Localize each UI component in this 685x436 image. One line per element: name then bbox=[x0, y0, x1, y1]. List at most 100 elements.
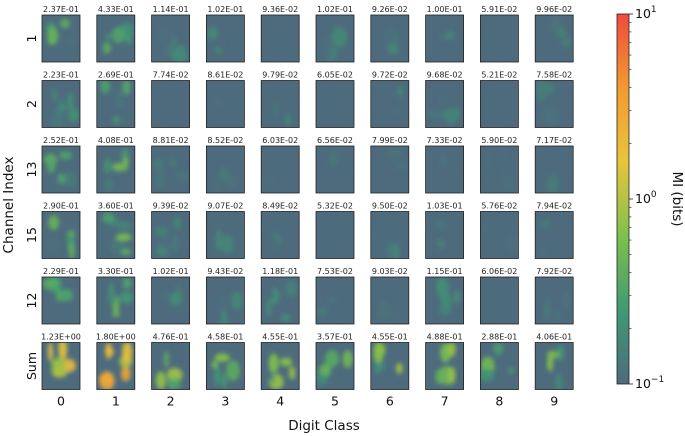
heatmap-cell bbox=[151, 342, 191, 390]
heatmap-cell bbox=[315, 342, 355, 390]
cell-value-label: 2.90E-01 bbox=[43, 202, 79, 211]
cell-value-label: 6.05E-02 bbox=[317, 71, 353, 80]
heatmap-cell bbox=[205, 342, 245, 390]
heatmap-cell bbox=[479, 14, 519, 63]
heatmap-cell bbox=[479, 211, 519, 259]
colorbar-tick-label: 10−1 bbox=[635, 375, 664, 391]
cell-value-label: 4.33E-01 bbox=[98, 5, 134, 14]
cell-value-label: 4.08E-01 bbox=[98, 136, 134, 145]
heatmap-cell bbox=[205, 80, 245, 128]
column-tick-label: 7 bbox=[441, 394, 449, 409]
colorbar-gradient bbox=[616, 13, 630, 385]
colorbar-label: MI (bits) bbox=[669, 171, 685, 226]
heatmap-cell bbox=[96, 276, 136, 325]
heatmap-cell bbox=[315, 276, 355, 325]
cell-value-label: 4.55E-01 bbox=[372, 333, 408, 342]
cell-value-label: 7.99E-02 bbox=[372, 136, 408, 145]
cell-value-label: 2.69E-01 bbox=[98, 71, 134, 80]
cell-value-label: 1.02E-01 bbox=[317, 5, 353, 14]
cell-value-label: 3.57E-01 bbox=[317, 333, 353, 342]
column-tick-label: 2 bbox=[167, 394, 175, 409]
heatmap-cell bbox=[260, 342, 300, 390]
colorbar: 101 100 10−1 MI (bits) bbox=[616, 5, 685, 391]
cell-value-label: 5.91E-02 bbox=[481, 5, 517, 14]
cell-value-label: 5.76E-02 bbox=[481, 202, 517, 211]
cell-value-label: 9.26E-02 bbox=[372, 5, 408, 14]
heatmap-cell bbox=[315, 145, 355, 194]
cell-value-label: 4.55E-01 bbox=[262, 333, 298, 342]
cell-value-label: 9.36E-02 bbox=[262, 5, 298, 14]
heatmap-cell bbox=[96, 145, 136, 194]
heatmap-cell bbox=[425, 14, 465, 63]
cell-value-label: 9.39E-02 bbox=[153, 202, 189, 211]
heatmap-cell bbox=[96, 342, 136, 390]
cell-value-label: 1.14E-01 bbox=[153, 5, 189, 14]
heatmap-cell bbox=[96, 14, 136, 63]
cell-value-label: 7.53E-02 bbox=[317, 267, 353, 276]
heatmap-cell bbox=[151, 80, 191, 128]
heatmap-cell bbox=[41, 211, 81, 259]
heatmap-cell bbox=[534, 276, 574, 325]
heatmap-cell bbox=[425, 80, 465, 128]
cell-value-label: 7.92E-02 bbox=[536, 267, 572, 276]
cell-value-label: 9.68E-02 bbox=[427, 71, 463, 80]
heatmap-cell bbox=[151, 145, 191, 194]
cell-value-label: 9.72E-02 bbox=[372, 71, 408, 80]
column-tick-label: 3 bbox=[221, 394, 229, 409]
column-tick-label: 0 bbox=[57, 394, 65, 409]
heatmap-cell bbox=[315, 80, 355, 128]
cell-value-label: 9.07E-02 bbox=[207, 202, 243, 211]
cell-value-label: 1.02E-01 bbox=[153, 267, 189, 276]
heatmap-cell bbox=[425, 276, 465, 325]
y-axis-label: Channel Index bbox=[1, 157, 17, 254]
column-tick-label: 6 bbox=[386, 394, 394, 409]
column-tick-label: 8 bbox=[495, 394, 503, 409]
heatmap-cell bbox=[534, 80, 574, 128]
heatmap-cell bbox=[151, 276, 191, 325]
cell-value-label: 4.88E-01 bbox=[427, 333, 463, 342]
heatmap-grid: 2.37E-01 4.33E-01 1.14E-01 1.02E-01 9.36E-02… bbox=[41, 5, 574, 390]
heatmap-cell bbox=[315, 14, 355, 63]
cell-value-label: 4.58E-01 bbox=[207, 333, 243, 342]
cell-value-label: 7.74E-02 bbox=[153, 71, 189, 80]
column-tick-label: 9 bbox=[550, 394, 558, 409]
cell-value-label: 2.29E-01 bbox=[43, 267, 79, 276]
cell-value-label: 2.88E-01 bbox=[481, 333, 517, 342]
heatmap-cell bbox=[425, 145, 465, 194]
heatmap-cell bbox=[260, 80, 300, 128]
heatmap-cell bbox=[479, 145, 519, 194]
heatmap-cell bbox=[370, 276, 410, 325]
cell-value-label: 1.18E-01 bbox=[262, 267, 298, 276]
heatmap-cell bbox=[151, 211, 191, 259]
cell-value-label: 2.52E-01 bbox=[43, 136, 79, 145]
cell-value-label: 6.03E-02 bbox=[262, 136, 298, 145]
cell-value-label: 9.50E-02 bbox=[372, 202, 408, 211]
heatmap-cell bbox=[534, 145, 574, 194]
heatmap-cell bbox=[205, 14, 245, 63]
heatmap-cell bbox=[205, 276, 245, 325]
column-tick-label: 5 bbox=[331, 394, 339, 409]
heatmap-cell bbox=[96, 80, 136, 128]
heatmap-cell bbox=[370, 145, 410, 194]
heatmap-cell bbox=[534, 211, 574, 259]
cell-value-label: 2.37E-01 bbox=[43, 5, 79, 14]
cell-value-label: 3.30E-01 bbox=[98, 267, 134, 276]
cell-value-label: 4.76E-01 bbox=[153, 333, 189, 342]
row-tick-label: 1 bbox=[24, 35, 39, 43]
cell-value-label: 3.60E-01 bbox=[98, 202, 134, 211]
cell-value-label: 1.02E-01 bbox=[207, 5, 243, 14]
row-tick-label: 15 bbox=[24, 227, 39, 243]
column-tick-label: 4 bbox=[276, 394, 284, 409]
row-tick-label: 2 bbox=[24, 100, 39, 108]
cell-value-label: 1.80E+00 bbox=[96, 333, 136, 342]
column-tick-labels: 0 1 2 3 4 5 6 7 8 9 bbox=[57, 394, 558, 409]
heatmap-cell bbox=[260, 211, 300, 259]
cell-value-label: 6.06E-02 bbox=[481, 267, 517, 276]
cell-value-label: 2.23E-01 bbox=[43, 71, 79, 80]
cell-value-label: 5.90E-02 bbox=[481, 136, 517, 145]
cell-value-label: 7.17E-02 bbox=[536, 136, 572, 145]
cell-value-label: 7.33E-02 bbox=[427, 136, 463, 145]
heatmap-cell bbox=[41, 276, 81, 325]
colorbar-tick-label: 100 bbox=[635, 190, 657, 206]
